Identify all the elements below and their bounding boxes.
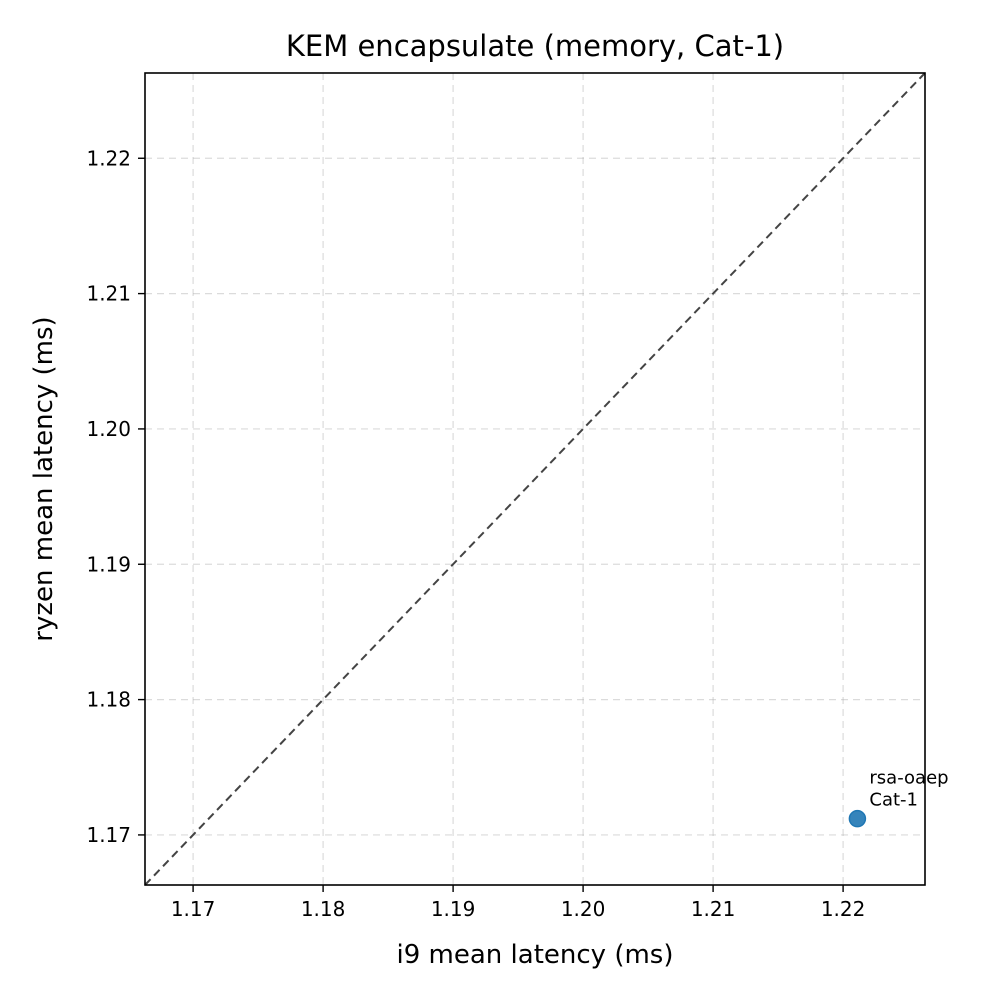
x-axis: 1.17 1.18 1.19 1.20 1.21 1.22 <box>171 885 866 921</box>
x-tick-label: 1.19 <box>431 897 476 921</box>
x-tick-label: 1.21 <box>691 897 736 921</box>
x-tick-label: 1.22 <box>821 897 866 921</box>
point-label-name: rsa-oaep <box>869 768 948 789</box>
y-tick-label: 1.19 <box>86 552 131 576</box>
y-axis-label: ryzen mean latency (ms) <box>29 316 59 641</box>
y-tick-label: 1.21 <box>86 282 131 306</box>
y-tick-label: 1.18 <box>86 688 131 712</box>
grid <box>145 73 925 885</box>
reference-diagonal-line <box>144 72 926 886</box>
x-axis-label: i9 mean latency (ms) <box>397 940 674 970</box>
x-tick-label: 1.18 <box>301 897 346 921</box>
x-tick-label: 1.17 <box>171 897 216 921</box>
x-tick-label: 1.20 <box>561 897 606 921</box>
y-tick-label: 1.22 <box>86 146 131 170</box>
y-axis: 1.17 1.18 1.19 1.20 1.21 1.22 <box>86 146 145 847</box>
data-point <box>848 809 867 828</box>
chart-title: KEM encapsulate (memory, Cat-1) <box>286 29 784 63</box>
plot-frame <box>144 72 926 886</box>
y-tick-label: 1.17 <box>86 823 131 847</box>
point-label-category: Cat-1 <box>869 790 918 811</box>
y-tick-label: 1.20 <box>86 417 131 441</box>
